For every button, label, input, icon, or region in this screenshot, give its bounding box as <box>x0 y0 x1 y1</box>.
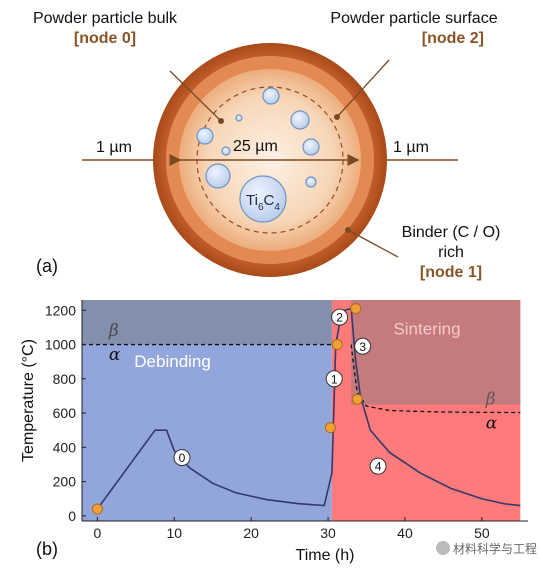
binder-node: [node 1] <box>419 264 483 281</box>
y-tick-label: 200 <box>53 474 77 490</box>
region-debinding-beta <box>82 300 332 345</box>
data-marker <box>350 303 362 315</box>
region-label-sintering: Sintering <box>393 319 460 338</box>
particle-diagram: Ti6C4 <box>82 43 458 277</box>
center-dim-label: 25 µm <box>233 138 278 155</box>
bulk-label-block: Powder particle bulk [node 0] <box>20 10 190 48</box>
region-label-debinding: Debinding <box>134 352 211 371</box>
transus-dashed-sintering <box>350 344 521 414</box>
surface-label: Powder particle surface <box>330 10 498 27</box>
pore <box>221 146 231 156</box>
precipitate-ti6c4 <box>239 175 287 223</box>
surface-label-block: Powder particle surface [node 2] <box>306 10 522 48</box>
watermark-text: 材料科学与工程 <box>453 542 538 556</box>
y-tick-label: 0 <box>68 508 76 524</box>
y-tick-label: 1000 <box>45 337 76 353</box>
stage-number: 4 <box>375 460 382 474</box>
surface-node: [node 2] <box>421 30 484 47</box>
leader-node2 <box>336 59 390 118</box>
y-axis-title: Temperature (°C) <box>20 339 37 462</box>
pore <box>196 127 214 145</box>
panel-b-label: (b) <box>36 539 58 559</box>
stage-number: 0 <box>179 451 186 465</box>
data-marker <box>351 393 363 405</box>
right-dim-label: 1 µm <box>393 139 429 156</box>
data-marker <box>91 503 103 515</box>
binder-label-rich: rich <box>438 244 464 261</box>
x-tick-label: 40 <box>397 525 413 541</box>
stage-circle <box>173 449 191 467</box>
bulk-label: Powder particle bulk <box>32 10 178 27</box>
pore <box>305 176 317 188</box>
node0-dot <box>218 118 224 124</box>
stage-number: 3 <box>359 340 366 354</box>
x-tick-label: 10 <box>166 525 182 541</box>
beta-label-sintering: β <box>485 390 496 410</box>
pores <box>196 87 320 223</box>
region-sintering-beta <box>351 300 521 405</box>
leader-node1 <box>347 229 399 258</box>
y-tick-label: 800 <box>53 371 77 387</box>
node1-dot <box>345 227 351 233</box>
pore <box>205 163 231 189</box>
stage-circle <box>331 308 349 326</box>
x-tick-label: 30 <box>320 525 336 541</box>
y-tick-label: 1200 <box>45 302 76 318</box>
binder-label-block: Binder (C / O) rich [node 1] <box>386 224 516 282</box>
x-tick-label: 20 <box>243 525 259 541</box>
watermark-icon <box>436 541 450 555</box>
leader-node0 <box>169 70 222 122</box>
x-tick-label: 50 <box>474 525 490 541</box>
bulk-node: [node 0] <box>73 30 137 47</box>
stage-circle <box>369 457 387 475</box>
panel-a-label: (a) <box>36 256 58 276</box>
pore <box>262 87 280 105</box>
alpha-label-debinding: α <box>109 345 121 365</box>
beta-label-debinding: β <box>108 321 119 341</box>
left-dim-label: 1 µm <box>96 139 132 156</box>
stage-number: 1 <box>331 372 338 386</box>
y-tick-label: 400 <box>53 439 77 455</box>
precipitate-label: Ti6C4 <box>246 192 280 213</box>
chart-markers <box>91 303 363 515</box>
y-tick-label: 600 <box>53 405 77 421</box>
chart-regions <box>82 300 521 521</box>
node2-dot <box>334 114 340 120</box>
watermark: 材料科学与工程 <box>436 540 537 557</box>
alpha-label-sintering: α <box>486 413 498 433</box>
pore <box>302 138 320 156</box>
data-marker <box>331 339 343 351</box>
stage-circle <box>325 370 343 388</box>
x-axis-title: Time (h) <box>296 547 355 564</box>
x-tick-label: 0 <box>93 525 101 541</box>
pore <box>235 114 243 122</box>
stage-number: 2 <box>336 311 343 325</box>
data-marker <box>324 422 336 434</box>
binder-label: Binder (C / O) <box>401 224 501 241</box>
stage-circle <box>354 337 372 355</box>
stage-labels: 0 1 2 3 4 <box>173 308 387 475</box>
pore <box>290 110 310 130</box>
